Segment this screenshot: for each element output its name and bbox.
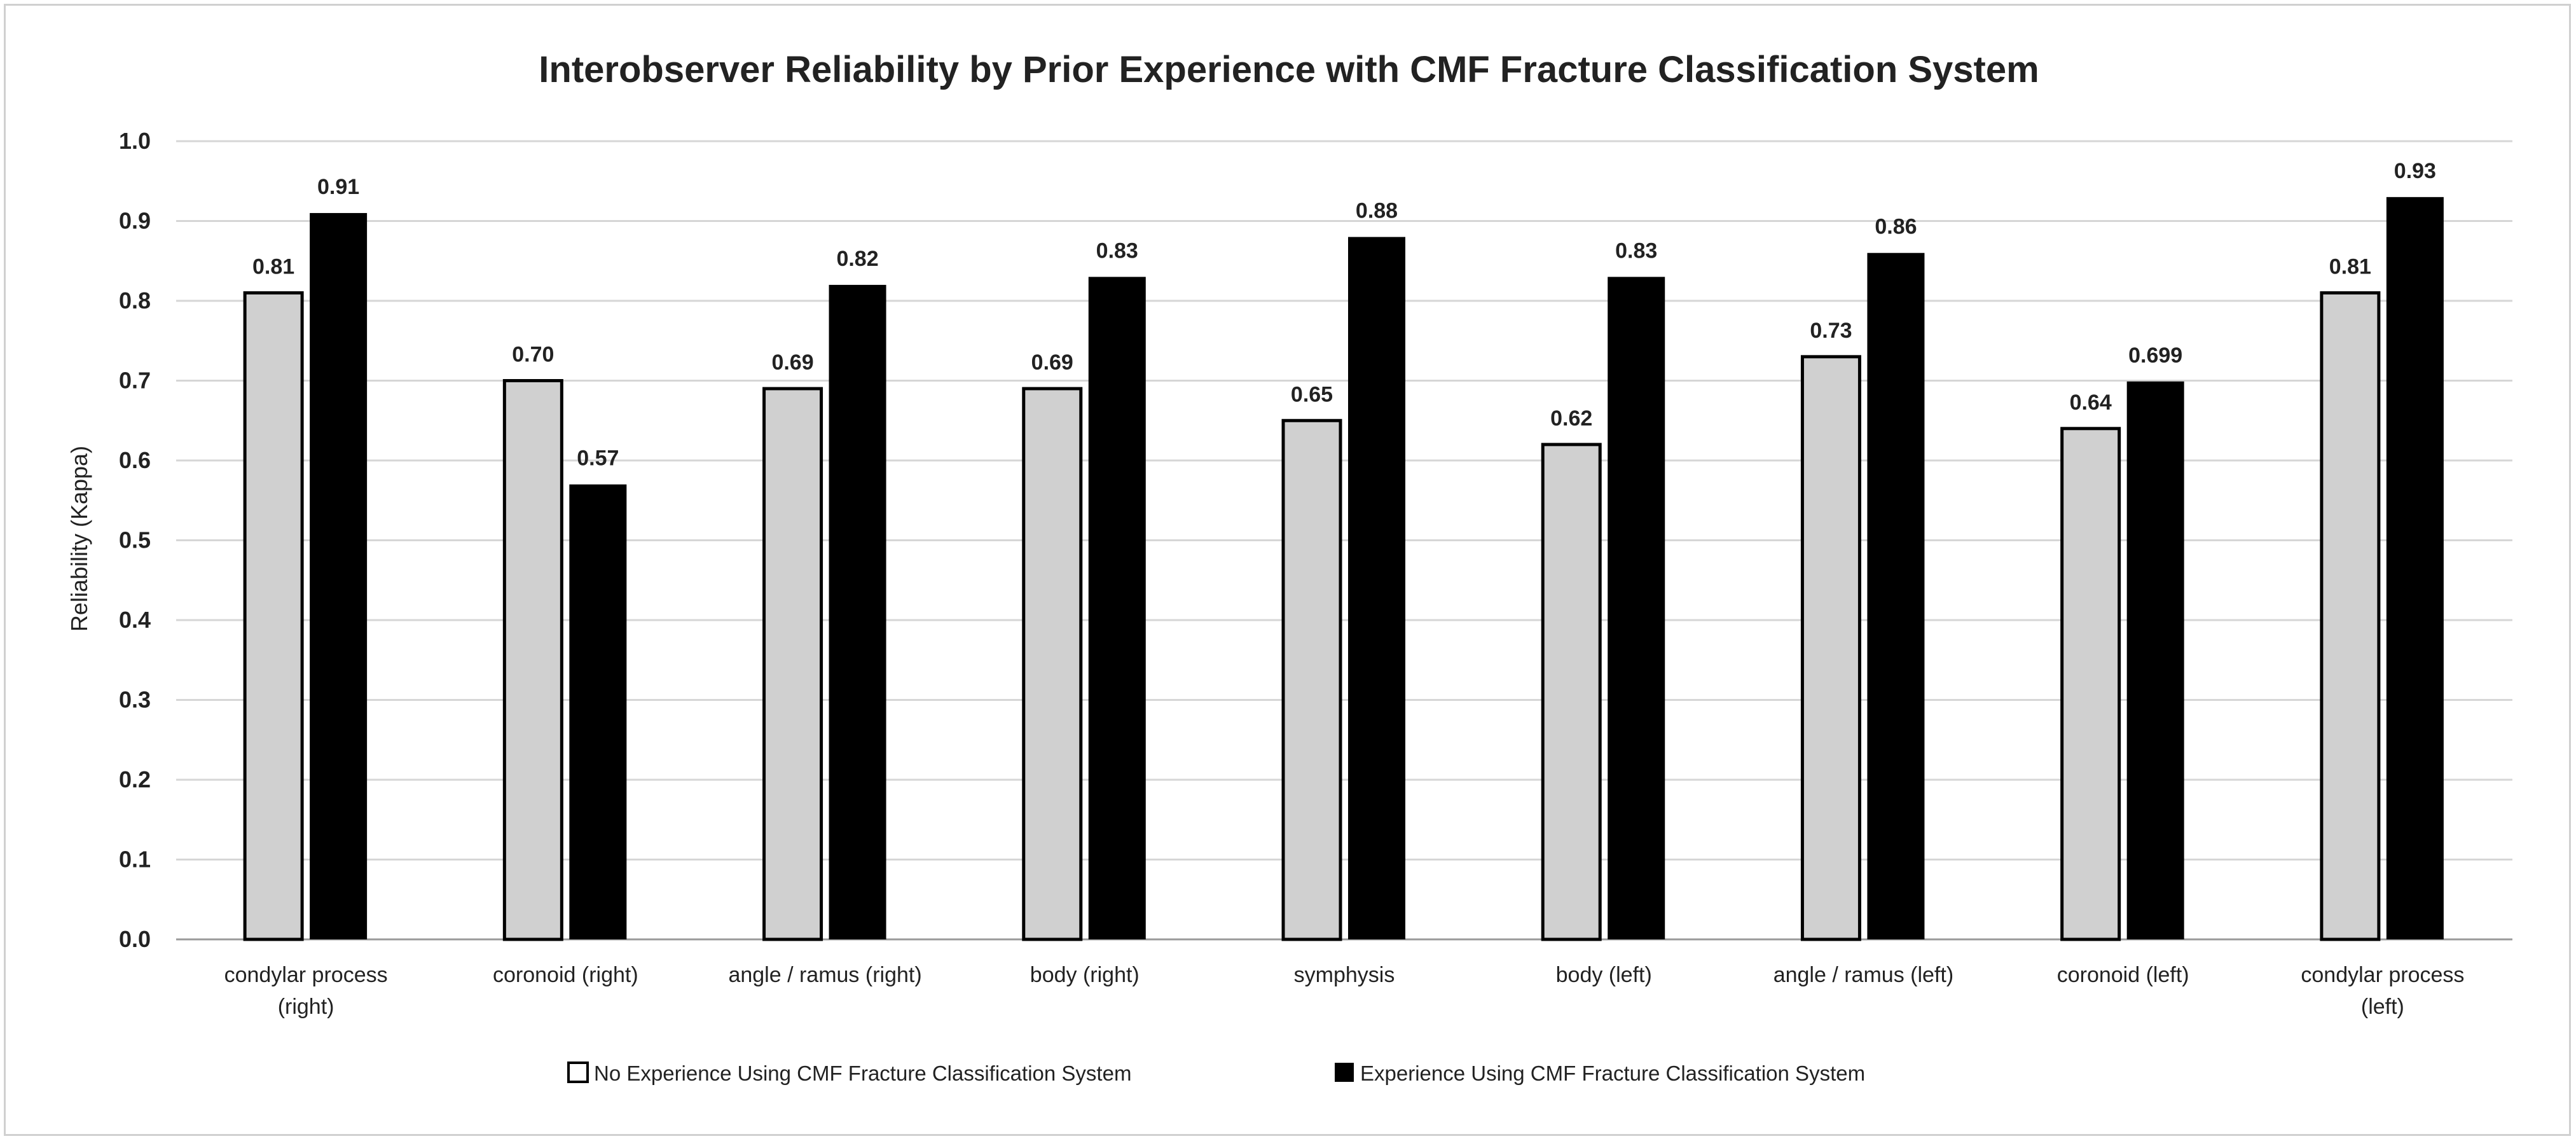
chart-title: Interobserver Reliability by Prior Exper…	[539, 49, 2039, 90]
bar-experience	[310, 212, 368, 940]
y-tick-label: 0.0	[119, 926, 151, 952]
bar-experience	[1867, 252, 1925, 940]
data-label: 0.69	[771, 350, 813, 375]
data-label: 0.83	[1096, 239, 1138, 263]
data-label: 0.64	[2070, 391, 2112, 415]
bar-no-experience	[2060, 427, 2121, 941]
data-label: 0.82	[836, 247, 878, 271]
x-category-label: body (right)	[1030, 963, 1140, 987]
bar-no-experience	[1800, 355, 1861, 941]
y-tick-label: 0.4	[119, 607, 151, 633]
legend-swatch-no-experience	[567, 1061, 589, 1083]
legend-label-experience: Experience Using CMF Fracture Classifica…	[1360, 1061, 1865, 1085]
y-tick-label: 0.2	[119, 766, 151, 792]
x-category-label: angle / ramus (left)	[1774, 963, 1953, 987]
bar-experience	[2386, 197, 2444, 940]
bar-experience	[569, 484, 627, 939]
data-label: 0.88	[1356, 199, 1398, 223]
y-tick-label: 0.5	[119, 527, 151, 553]
x-category-label: body (left)	[1556, 963, 1652, 987]
y-tick-label: 0.3	[119, 687, 151, 713]
bar-experience	[2126, 381, 2184, 939]
data-labels: 0.81 0.91 0.70 0.57 0.69 0.82 0.69 0.83 0.65 0.88…	[252, 159, 2436, 471]
x-category-label: coronoid (right)	[493, 963, 638, 987]
bar-no-experience	[243, 291, 304, 941]
y-tick-label: 0.1	[119, 847, 151, 873]
x-category-label: symphysis	[1294, 963, 1395, 987]
bar-experience	[1608, 277, 1665, 940]
y-axis-ticks: 0.0 0.1 0.2 0.3 0.4 0.5 0.6 0.7 0.8 0.9 1.0	[119, 128, 151, 952]
legend-swatch-experience	[1335, 1063, 1354, 1082]
data-label: 0.86	[1875, 215, 1917, 239]
bar-experience	[829, 284, 886, 939]
data-label: 0.69	[1031, 350, 1073, 375]
bar-no-experience	[1281, 418, 1342, 941]
data-label: 0.70	[512, 343, 554, 367]
data-label: 0.699	[2128, 343, 2182, 368]
legend: No Experience Using CMF Fracture Classif…	[567, 1061, 1865, 1085]
x-axis-categories: condylar process (right) coronoid (right) a…	[224, 963, 2465, 1019]
y-axis-label: Reliability (Kappa)	[66, 446, 92, 632]
y-tick-label: 0.7	[119, 368, 151, 394]
chart-frame: Interobserver Reliability by Prior Exper…	[4, 4, 2571, 1136]
bar-no-experience	[1022, 387, 1083, 941]
data-label: 0.81	[2329, 254, 2371, 279]
legend-label-no-experience: No Experience Using CMF Fracture Classif…	[594, 1061, 1131, 1085]
bars	[243, 197, 2444, 941]
bar-no-experience	[2320, 291, 2381, 941]
x-category-label: (left)	[2361, 995, 2404, 1019]
data-label: 0.62	[1550, 406, 1592, 431]
x-category-label: angle / ramus (right)	[728, 963, 921, 987]
x-category-label: coronoid (left)	[2057, 963, 2189, 987]
y-tick-label: 0.6	[119, 447, 151, 473]
data-label: 0.83	[1615, 239, 1657, 263]
data-label: 0.65	[1291, 382, 1333, 406]
gridlines	[176, 140, 2512, 941]
x-category-label: condylar process	[224, 963, 388, 987]
data-label: 0.91	[317, 175, 359, 199]
bar-no-experience	[502, 379, 563, 941]
bar-experience	[1088, 277, 1146, 940]
bar-no-experience	[762, 387, 823, 941]
y-tick-label: 0.8	[119, 287, 151, 314]
data-label: 0.57	[577, 446, 619, 471]
data-label: 0.81	[252, 254, 294, 279]
bar-no-experience	[1541, 443, 1602, 941]
bar-chart: Interobserver Reliability by Prior Exper…	[66, 49, 2512, 1085]
x-category-label: (right)	[278, 995, 334, 1019]
data-label: 0.73	[1810, 319, 1852, 343]
data-label: 0.93	[2394, 159, 2436, 183]
y-tick-label: 1.0	[119, 128, 151, 154]
bar-experience	[1348, 237, 1405, 940]
y-tick-label: 0.9	[119, 208, 151, 234]
x-category-label: condylar process	[2301, 963, 2464, 987]
